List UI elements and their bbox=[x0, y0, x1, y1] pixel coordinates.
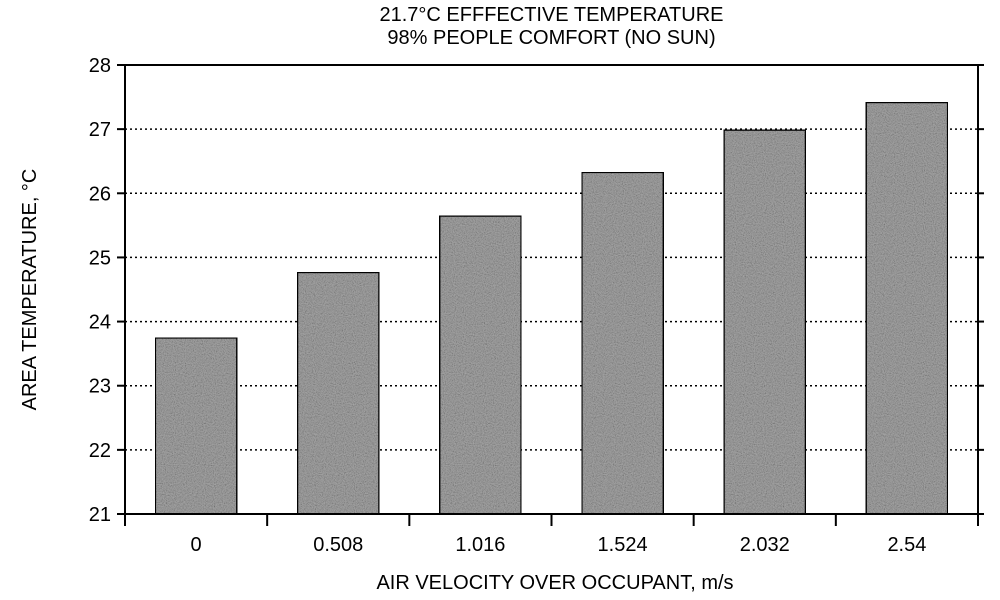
axes: 21 22 23 24 25 26 27 28 0 0.508 1.016 1.524 2.032 2.5… bbox=[89, 55, 984, 556]
plot-area-frame bbox=[124, 64, 979, 515]
x-tick-label-0: 0 bbox=[191, 534, 202, 556]
x-tick-label-1.016: 1.016 bbox=[455, 534, 505, 556]
y-tick-label-25: 25 bbox=[89, 247, 111, 269]
y-axis-title: AREA TEMPERATURE, °C bbox=[19, 169, 41, 411]
bar-0.508 bbox=[296, 271, 381, 515]
y-tick-label-23: 23 bbox=[89, 376, 111, 398]
chart-title-line-1: 21.7°C EFFFECTIVE TEMPERATURE bbox=[379, 4, 724, 26]
x-tick-label-2.032: 2.032 bbox=[740, 534, 790, 556]
y-tick-label-24: 24 bbox=[89, 312, 111, 334]
bar-1.016 bbox=[438, 214, 523, 515]
x-axis-title: AIR VELOCITY OVER OCCUPANT, m/s bbox=[376, 572, 733, 594]
x-tick-label-0.508: 0.508 bbox=[313, 534, 363, 556]
bar-2.032 bbox=[722, 128, 807, 516]
y-tick-label-22: 22 bbox=[89, 440, 111, 462]
y-tick-label-27: 27 bbox=[89, 119, 111, 141]
x-tick-label-1.524: 1.524 bbox=[598, 534, 648, 556]
x-tick-label-2.54: 2.54 bbox=[887, 534, 926, 556]
bars bbox=[154, 101, 949, 516]
y-tick-label-28: 28 bbox=[89, 55, 111, 77]
chart-title-line-2: 98% PEOPLE COMFORT (NO SUN) bbox=[387, 27, 716, 49]
gridlines bbox=[125, 128, 978, 451]
bar-1.524 bbox=[580, 171, 665, 516]
bar-2.54 bbox=[864, 101, 949, 516]
bar-0 bbox=[154, 336, 239, 515]
y-tick-label-21: 21 bbox=[89, 504, 111, 526]
y-tick-label-26: 26 bbox=[89, 183, 111, 205]
